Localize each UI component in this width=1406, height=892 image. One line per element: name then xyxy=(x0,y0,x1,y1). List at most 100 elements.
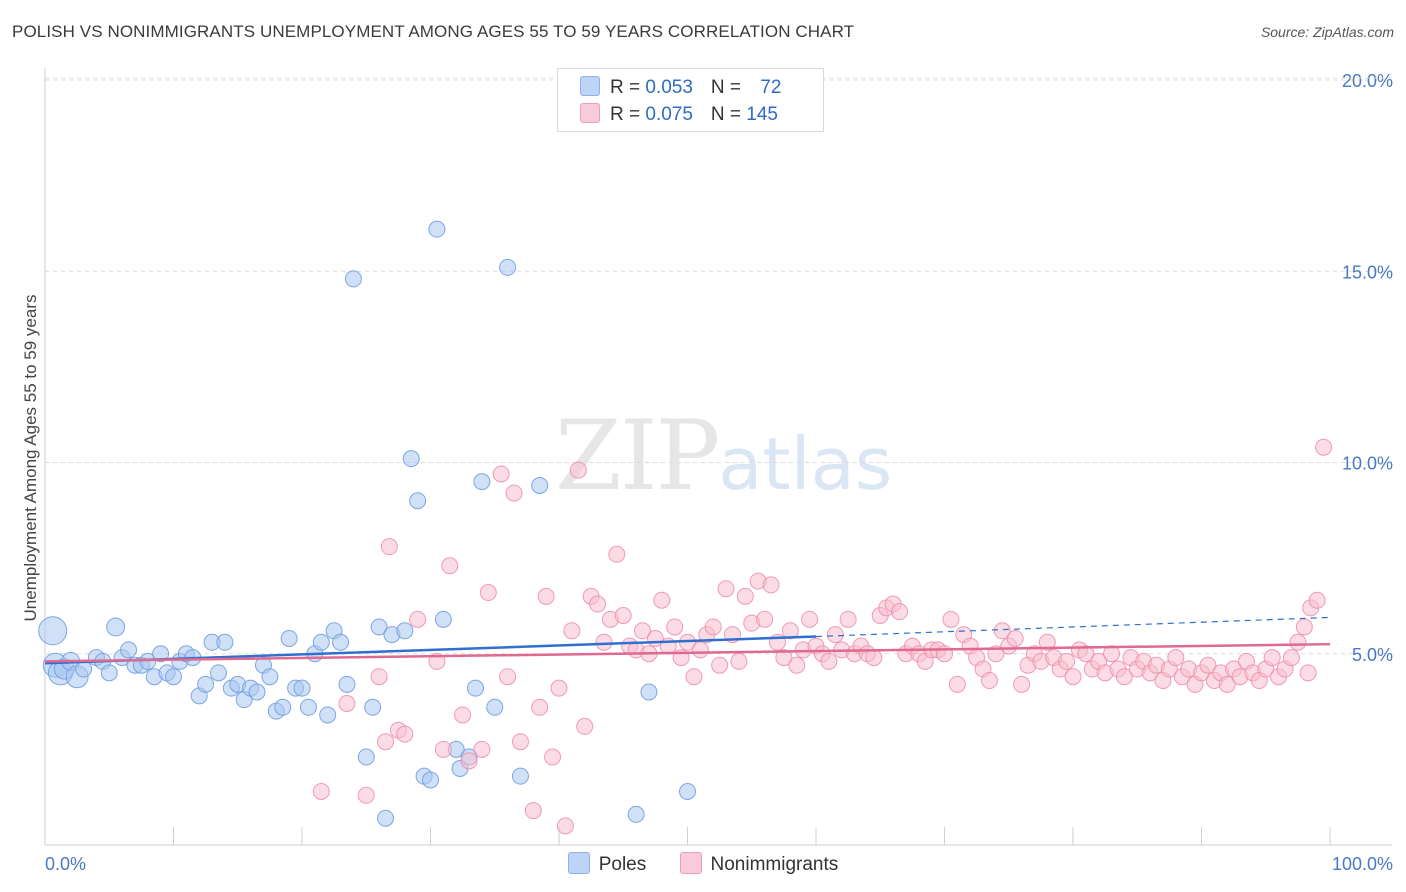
data-point-nonimmigrants xyxy=(544,748,562,766)
data-point-nonimmigrants xyxy=(762,576,780,594)
data-point-poles xyxy=(531,476,549,494)
y-tick-label: 15.0% xyxy=(1342,262,1393,282)
data-point-nonimmigrants xyxy=(980,672,998,690)
data-point-nonimmigrants xyxy=(891,603,909,621)
data-point-poles xyxy=(280,629,298,647)
data-point-poles xyxy=(338,675,356,693)
legend-item-poles[interactable]: Poles xyxy=(567,852,647,876)
data-point-poles xyxy=(422,771,439,789)
data-point-nonimmigrants xyxy=(499,668,517,686)
y-tick-label: 10.0% xyxy=(1342,454,1393,474)
data-point-poles xyxy=(106,617,126,637)
data-point-nonimmigrants xyxy=(1263,649,1281,667)
data-point-poles xyxy=(409,492,427,510)
legend-row-nonimmigrants: R = 0.075 N = 145 xyxy=(580,103,778,126)
data-point-nonimmigrants xyxy=(826,626,844,644)
legend-n-label: N = xyxy=(710,77,747,98)
data-point-nonimmigrants xyxy=(1077,645,1095,663)
data-point-nonimmigrants xyxy=(820,652,838,670)
data-point-nonimmigrants xyxy=(1013,675,1031,693)
data-point-poles xyxy=(499,258,517,276)
x-tick-label-min: 0.0% xyxy=(45,854,86,874)
watermark-atlas: atlas xyxy=(718,422,893,506)
data-point-nonimmigrants xyxy=(511,733,529,751)
data-point-poles xyxy=(165,668,182,686)
data-point-nonimmigrants xyxy=(614,607,632,624)
data-point-poles xyxy=(377,809,395,827)
data-point-poles xyxy=(364,698,382,716)
data-point-nonimmigrants xyxy=(1315,438,1333,456)
legend-item-nonimmigrants[interactable]: Nonimmigrants xyxy=(679,852,839,876)
data-point-nonimmigrants xyxy=(595,633,613,651)
nonimmigrants-label: Nonimmigrants xyxy=(710,854,839,875)
data-point-poles xyxy=(428,220,446,238)
data-point-poles xyxy=(627,805,645,823)
source-label: Source: ZipAtlas.com xyxy=(1260,24,1394,40)
data-point-nonimmigrants xyxy=(441,557,459,575)
data-point-poles xyxy=(640,683,658,701)
legend-row-poles: R = 0.053 N = 72 xyxy=(580,76,781,99)
data-point-nonimmigrants xyxy=(736,587,754,605)
poles-label: Poles xyxy=(598,854,647,875)
data-point-poles xyxy=(332,633,350,651)
y-axis-label: Unemployment Among Ages 55 to 59 years xyxy=(21,295,40,622)
data-point-nonimmigrants xyxy=(454,706,472,724)
data-point-nonimmigrants xyxy=(479,584,497,602)
data-point-poles xyxy=(120,641,138,659)
data-point-nonimmigrants xyxy=(569,461,587,479)
data-point-nonimmigrants xyxy=(576,717,594,735)
data-point-nonimmigrants xyxy=(788,656,806,674)
watermark: ZIPatlas xyxy=(555,400,892,512)
data-point-nonimmigrants xyxy=(948,675,966,693)
data-point-poles xyxy=(38,616,68,646)
data-point-nonimmigrants xyxy=(380,538,398,556)
y-tick-label: 20.0% xyxy=(1342,71,1393,91)
data-point-nonimmigrants xyxy=(1299,664,1317,682)
series-poles xyxy=(38,220,696,827)
data-point-nonimmigrants xyxy=(1115,668,1133,686)
data-point-nonimmigrants xyxy=(550,679,568,697)
data-point-nonimmigrants xyxy=(492,465,510,483)
data-point-nonimmigrants xyxy=(563,622,581,640)
legend-n-value-poles: 72 xyxy=(760,77,782,98)
data-point-nonimmigrants xyxy=(1058,652,1076,670)
data-point-poles xyxy=(679,782,696,800)
data-point-poles xyxy=(486,698,504,716)
data-point-poles xyxy=(139,652,157,670)
data-point-nonimmigrants xyxy=(756,610,774,628)
data-point-nonimmigrants xyxy=(409,610,427,628)
data-point-nonimmigrants xyxy=(865,649,883,667)
data-point-nonimmigrants xyxy=(608,545,626,563)
data-point-nonimmigrants xyxy=(704,618,722,636)
data-point-nonimmigrants xyxy=(1282,649,1300,667)
data-point-nonimmigrants xyxy=(775,649,793,667)
data-point-nonimmigrants xyxy=(1218,675,1236,693)
data-point-poles xyxy=(312,633,330,651)
data-point-nonimmigrants xyxy=(338,694,356,712)
data-point-nonimmigrants xyxy=(537,587,555,605)
data-point-nonimmigrants xyxy=(1289,633,1307,651)
data-point-nonimmigrants xyxy=(711,656,729,674)
x-tick-label-max: 100.0% xyxy=(1332,854,1393,874)
data-point-nonimmigrants xyxy=(801,610,819,628)
data-point-poles xyxy=(396,622,414,640)
trend-extension-poles xyxy=(815,616,1331,638)
poles-swatch xyxy=(567,852,590,874)
data-point-nonimmigrants xyxy=(942,610,960,628)
data-point-nonimmigrants xyxy=(377,733,395,751)
legend-swatch-nonimmigrants xyxy=(580,103,600,123)
data-point-nonimmigrants xyxy=(312,782,330,800)
data-point-nonimmigrants xyxy=(434,740,452,758)
data-point-nonimmigrants xyxy=(505,484,523,502)
nonimmigrants-swatch xyxy=(679,852,702,874)
data-point-poles xyxy=(466,679,484,697)
data-point-nonimmigrants xyxy=(993,622,1011,640)
chart-title: POLISH VS NONIMMIGRANTS UNEMPLOYMENT AMO… xyxy=(12,22,855,41)
data-point-nonimmigrants xyxy=(691,641,709,659)
data-point-nonimmigrants xyxy=(473,740,491,758)
data-point-nonimmigrants xyxy=(1006,629,1024,647)
data-point-poles xyxy=(357,748,375,766)
legend-r-value-poles: 0.053 xyxy=(645,77,693,98)
legend-r-label: R = xyxy=(610,77,646,98)
